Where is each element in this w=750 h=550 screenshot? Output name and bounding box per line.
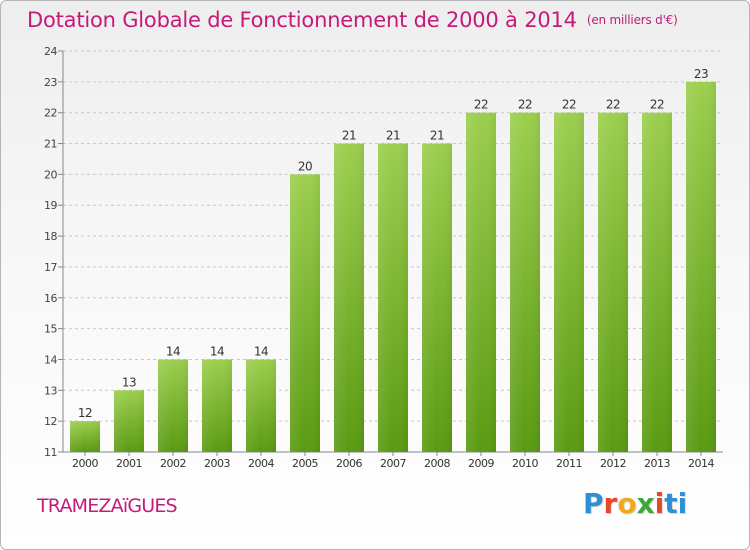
- y-tick-label: 15: [44, 323, 57, 336]
- bar-value-label: 14: [254, 344, 268, 358]
- bar-value-label: 22: [606, 98, 620, 112]
- y-tick-label: 22: [44, 107, 57, 120]
- bar-shine: [334, 143, 364, 453]
- chart-unit: (en milliers d'€): [586, 13, 678, 27]
- y-tick-label: 23: [44, 76, 57, 89]
- bar-shine: [422, 143, 452, 453]
- bar-value-label: 14: [166, 344, 180, 358]
- x-tick-label: 2004: [248, 457, 274, 470]
- x-tick-label: 2006: [336, 457, 362, 470]
- x-tick-label: 2002: [160, 457, 186, 470]
- x-tick-label: 2014: [688, 457, 714, 470]
- bar-value-label: 22: [518, 98, 532, 112]
- bar-shine: [290, 174, 320, 452]
- y-tick-label: 19: [44, 199, 57, 212]
- chart-title: Dotation Globale de Fonctionnement de 20…: [27, 8, 678, 32]
- bar-value-label: 21: [342, 129, 356, 143]
- bar-value-label: 14: [210, 344, 224, 358]
- bar-shine: [554, 112, 584, 452]
- bar-shine: [114, 390, 144, 452]
- x-tick-label: 2010: [512, 457, 538, 470]
- logo-letter: i: [654, 487, 665, 520]
- bar-value-label: 23: [694, 67, 708, 81]
- bar-value-label: 20: [298, 159, 312, 173]
- town-name: TRAMEZAïGUES: [37, 495, 178, 517]
- y-tick-label: 16: [44, 292, 57, 305]
- data-labels: 12 13 14 14 14 20 21 21 21 22 22 22 22 22 23: [78, 67, 709, 420]
- bar-value-label: 22: [650, 98, 664, 112]
- bar-shine: [202, 359, 232, 452]
- x-tick-label: 2005: [292, 457, 318, 470]
- bar-value-label: 22: [562, 98, 576, 112]
- x-tick-label: 2011: [556, 457, 582, 470]
- bar-value-label: 22: [474, 98, 488, 112]
- bar-shine: [378, 143, 408, 453]
- y-tick-label: 13: [44, 384, 57, 397]
- bar-shine: [642, 112, 672, 452]
- y-tick-label: 17: [44, 261, 57, 274]
- y-tick-label: 21: [44, 138, 57, 151]
- bar-shine: [510, 112, 540, 452]
- x-tick-label: 2000: [72, 457, 98, 470]
- logo-letter: i: [677, 487, 688, 520]
- logo-letter: o: [617, 487, 637, 520]
- bars: [70, 81, 716, 453]
- logo-letter: r: [603, 487, 618, 520]
- bar-shine: [158, 359, 188, 452]
- y-tick-label: 11: [44, 446, 57, 459]
- bar-value-label: 13: [122, 375, 136, 389]
- bar-value-label: 12: [78, 406, 92, 420]
- bar-shine: [466, 112, 496, 452]
- x-tick-label: 2003: [204, 457, 230, 470]
- proxiti-logo[interactable]: Proxiti: [583, 487, 687, 520]
- y-tick-label: 18: [44, 230, 57, 243]
- y-tick-label: 20: [44, 168, 57, 181]
- bar-value-label: 21: [430, 129, 444, 143]
- x-tick-label: 2008: [424, 457, 450, 470]
- logo-letter: t: [664, 487, 678, 520]
- x-tick-label: 2013: [644, 457, 670, 470]
- x-tick-label: 2007: [380, 457, 406, 470]
- chart-title-text: Dotation Globale de Fonctionnement de 20…: [27, 8, 577, 32]
- x-tick-label: 2012: [600, 457, 626, 470]
- bar-shine: [686, 81, 716, 452]
- y-tick-label: 24: [44, 45, 57, 58]
- bar-shine: [70, 421, 100, 452]
- y-tick-label: 14: [44, 353, 57, 366]
- x-tick-label: 2009: [468, 457, 494, 470]
- logo-letter: P: [583, 487, 604, 520]
- bar-shine: [246, 359, 276, 452]
- bar-value-label: 21: [386, 129, 400, 143]
- y-tick-label: 12: [44, 415, 57, 428]
- bar-shine: [598, 112, 628, 452]
- x-tick-label: 2001: [116, 457, 142, 470]
- logo-letter: x: [636, 487, 655, 520]
